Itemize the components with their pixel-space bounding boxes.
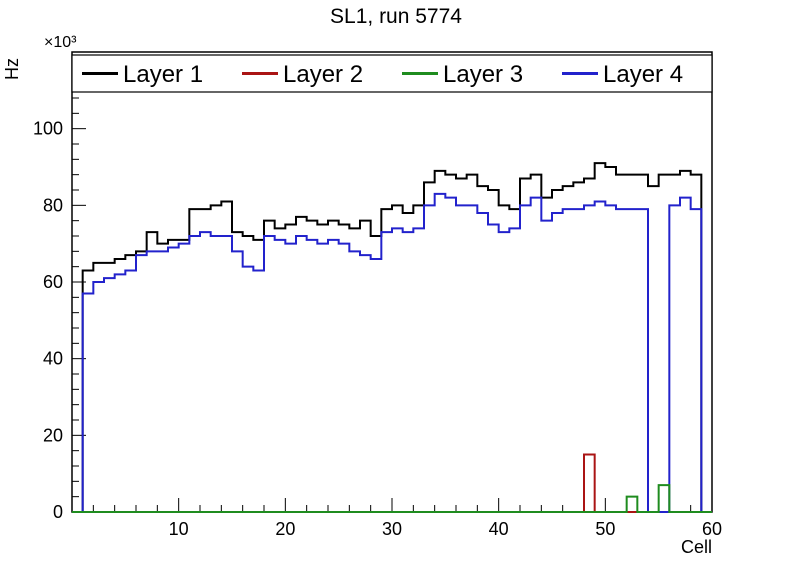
legend-label-layer1: Layer 1 bbox=[123, 61, 203, 88]
tick-label: 20 bbox=[43, 425, 63, 445]
y-axis-title: Hz bbox=[2, 58, 22, 80]
legend-entry-layer1: Layer 1 bbox=[82, 61, 203, 88]
plot-frame bbox=[71, 51, 713, 513]
tick-label: 0 bbox=[53, 502, 63, 522]
tick-label: 50 bbox=[595, 519, 615, 539]
curve-layer-4 bbox=[72, 192, 712, 513]
tick-label: 40 bbox=[489, 519, 509, 539]
legend-box bbox=[71, 54, 713, 93]
curve-layer-1 bbox=[72, 162, 712, 513]
legend-entry-layer2: Layer 2 bbox=[242, 61, 363, 88]
legend-label-layer2: Layer 2 bbox=[283, 61, 363, 88]
legend-entry-layer3: Layer 3 bbox=[402, 61, 523, 88]
tick-label: 80 bbox=[43, 195, 63, 215]
plot-title: SL1, run 5774 bbox=[330, 5, 462, 28]
tick-label: 40 bbox=[43, 349, 63, 369]
histogram-curves bbox=[72, 162, 712, 513]
tick-label: 10 bbox=[169, 519, 189, 539]
tick-label: 60 bbox=[43, 272, 63, 292]
legend-label-layer4: Layer 4 bbox=[603, 61, 683, 88]
curve-layer-3 bbox=[72, 484, 712, 513]
legend-label-layer3: Layer 3 bbox=[443, 61, 523, 88]
legend-entry-layer4: Layer 4 bbox=[562, 61, 683, 88]
tick-label: 60 bbox=[702, 519, 722, 539]
axis-ticks: 10 20 30 40 50 60 0 20 40 60 80 100 bbox=[33, 66, 722, 539]
legend: Layer 1 Layer 2 Layer 3 Layer 4 bbox=[71, 54, 713, 93]
x-axis-title: Cell bbox=[681, 537, 712, 557]
tick-label: 20 bbox=[275, 519, 295, 539]
y-axis-multiplier: ×10³ bbox=[44, 34, 77, 51]
tick-label: 30 bbox=[382, 519, 402, 539]
tick-label: 100 bbox=[33, 119, 63, 139]
